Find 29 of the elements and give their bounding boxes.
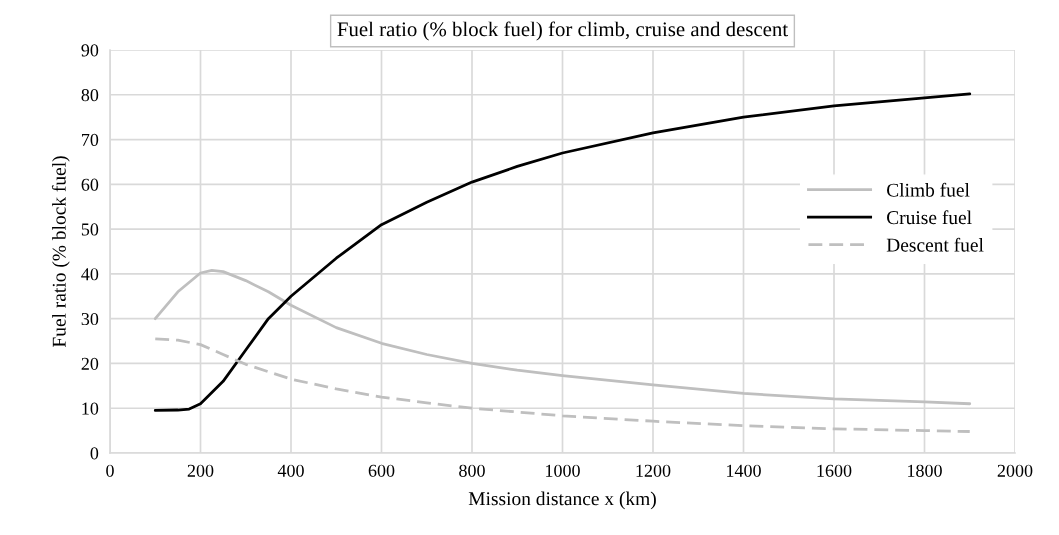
y-tick-label: 40: [81, 268, 99, 281]
y-tick-label: 10: [82, 402, 99, 415]
y-tick-label: 0: [90, 447, 99, 460]
x-tick-label: 1800: [908, 464, 942, 477]
y-tick-label: 50: [81, 223, 99, 236]
x-tick-label: 2000: [997, 464, 1033, 477]
x-tick-label: 1200: [636, 464, 671, 477]
x-tick-label: 0: [106, 464, 114, 477]
x-tick-label: 400: [277, 464, 304, 477]
x-axis-title: Mission distance x (km): [468, 491, 656, 510]
legend-label: Descent fuel: [886, 237, 984, 252]
y-tick-label: 30: [81, 312, 99, 326]
x-tick-label: 1000: [546, 464, 580, 477]
y-axis-title: Fuel ratio (% block fuel): [51, 156, 70, 348]
chart-title: Fuel ratio (% block fuel) for climb, cruise and descent: [337, 21, 788, 41]
x-tick-label: 1400: [727, 464, 761, 477]
x-tick-label: 600: [368, 464, 395, 477]
line-series: [153, 337, 972, 433]
y-tick-label: 20: [81, 357, 99, 370]
line-series: [153, 268, 972, 406]
y-tick-label: 60: [81, 178, 99, 191]
y-tick-label: 80: [81, 89, 99, 102]
x-tick-label: 800: [459, 464, 485, 477]
y-tick-label: 70: [82, 133, 99, 146]
x-tick-label: 1600: [817, 464, 852, 477]
legend-label: Climb fuel: [887, 182, 970, 197]
x-tick-label: 200: [187, 464, 214, 477]
legend-label: Cruise fuel: [887, 210, 972, 225]
y-tick-label: 90: [81, 44, 99, 57]
